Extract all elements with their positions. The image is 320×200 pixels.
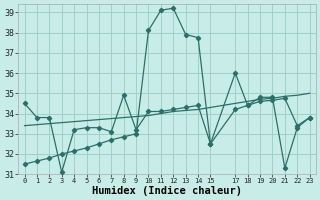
X-axis label: Humidex (Indice chaleur): Humidex (Indice chaleur) bbox=[92, 186, 242, 196]
